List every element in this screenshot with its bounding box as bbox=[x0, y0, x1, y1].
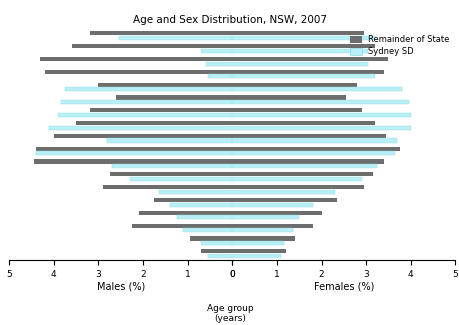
Bar bbox=[232, 160, 383, 163]
Bar bbox=[232, 215, 299, 219]
Bar bbox=[232, 254, 281, 258]
Bar bbox=[232, 57, 387, 61]
Bar bbox=[158, 190, 232, 194]
Bar bbox=[109, 172, 232, 176]
Bar bbox=[138, 211, 232, 215]
Bar bbox=[207, 74, 232, 78]
Bar bbox=[232, 70, 383, 74]
Bar bbox=[34, 160, 232, 163]
Bar bbox=[232, 190, 334, 194]
Bar bbox=[232, 164, 376, 168]
Bar bbox=[65, 87, 232, 91]
Bar bbox=[45, 70, 232, 74]
Bar bbox=[232, 211, 321, 215]
Bar bbox=[232, 236, 294, 240]
Bar bbox=[61, 100, 232, 104]
Bar bbox=[112, 164, 232, 168]
Bar bbox=[232, 249, 285, 253]
Bar bbox=[58, 113, 232, 117]
Bar bbox=[36, 151, 232, 155]
Bar bbox=[232, 134, 386, 138]
Bar bbox=[201, 49, 232, 53]
Bar bbox=[232, 138, 397, 143]
Bar bbox=[232, 31, 363, 35]
Bar bbox=[232, 202, 312, 207]
Bar bbox=[232, 87, 401, 91]
Bar bbox=[232, 151, 394, 155]
Text: Age group
(years): Age group (years) bbox=[206, 304, 253, 323]
Bar bbox=[232, 113, 410, 117]
X-axis label: Females (%): Females (%) bbox=[313, 281, 373, 292]
Bar bbox=[207, 254, 232, 258]
Bar bbox=[129, 177, 232, 181]
Bar bbox=[232, 172, 372, 176]
Bar bbox=[36, 147, 232, 151]
Bar bbox=[49, 126, 232, 130]
Bar bbox=[76, 121, 232, 125]
Bar bbox=[183, 228, 232, 232]
Bar bbox=[201, 249, 232, 253]
Bar bbox=[232, 126, 410, 130]
Bar bbox=[90, 108, 232, 112]
Bar bbox=[205, 61, 232, 66]
Bar bbox=[232, 121, 374, 125]
Legend: Remainder of State, Sydney SD: Remainder of State, Sydney SD bbox=[347, 33, 450, 58]
Bar bbox=[232, 228, 292, 232]
Bar bbox=[54, 134, 232, 138]
Bar bbox=[232, 241, 283, 245]
Bar bbox=[190, 236, 232, 240]
Bar bbox=[98, 83, 232, 87]
Bar bbox=[107, 138, 232, 143]
Bar bbox=[232, 36, 374, 40]
Bar bbox=[169, 202, 232, 207]
Bar bbox=[132, 224, 232, 228]
Bar bbox=[232, 198, 336, 202]
Bar bbox=[232, 108, 361, 112]
Bar bbox=[232, 100, 408, 104]
Bar bbox=[103, 185, 232, 189]
Bar bbox=[232, 74, 374, 78]
Bar bbox=[232, 224, 312, 228]
Bar bbox=[232, 44, 374, 48]
Bar bbox=[232, 147, 399, 151]
Bar bbox=[201, 241, 232, 245]
Bar bbox=[232, 49, 368, 53]
Bar bbox=[118, 36, 232, 40]
X-axis label: Males (%): Males (%) bbox=[96, 281, 145, 292]
Bar bbox=[232, 83, 357, 87]
Bar bbox=[72, 44, 232, 48]
Bar bbox=[232, 185, 363, 189]
Bar bbox=[232, 177, 361, 181]
Text: Age and Sex Distribution, NSW, 2007: Age and Sex Distribution, NSW, 2007 bbox=[133, 15, 326, 25]
Bar bbox=[154, 198, 232, 202]
Bar bbox=[232, 61, 368, 66]
Bar bbox=[90, 31, 232, 35]
Bar bbox=[116, 96, 232, 99]
Bar bbox=[40, 57, 232, 61]
Bar bbox=[176, 215, 232, 219]
Bar bbox=[232, 96, 345, 99]
